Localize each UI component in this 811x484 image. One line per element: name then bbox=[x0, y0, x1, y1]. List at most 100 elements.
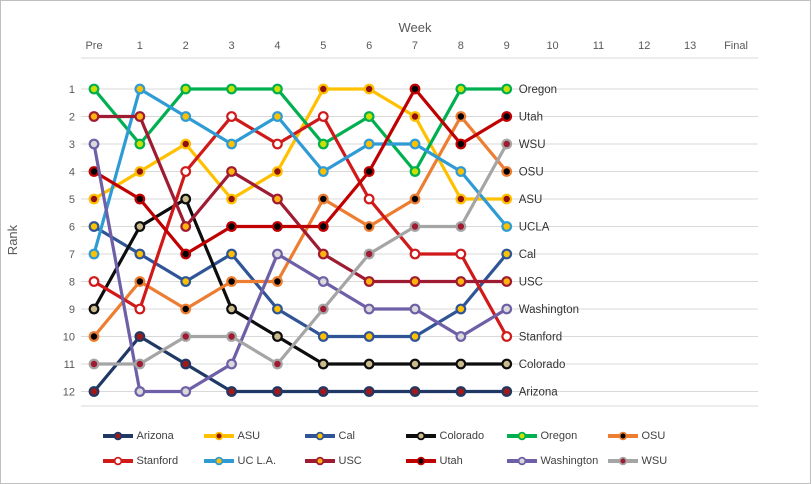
marker-stanford-1 bbox=[134, 303, 146, 315]
legend-label-ucla: UC L.A. bbox=[237, 455, 277, 467]
end-label-washington: Washington bbox=[519, 304, 579, 316]
marker-oregon-5 bbox=[317, 138, 329, 150]
marker-asu-2 bbox=[180, 138, 192, 150]
legend-label-washington: Washington bbox=[540, 455, 599, 467]
marker-stanford-7 bbox=[409, 248, 421, 260]
legend-item-washington: Washington bbox=[506, 450, 608, 472]
legend-label-oregon: Oregon bbox=[540, 430, 578, 442]
marker-osu-7 bbox=[409, 193, 421, 205]
rank-tick-5: 5 bbox=[69, 194, 75, 206]
marker-osu-3 bbox=[226, 276, 237, 287]
marker-usc-3 bbox=[226, 166, 237, 177]
week-tick-4: 4 bbox=[274, 40, 280, 52]
series-oregon bbox=[88, 83, 513, 177]
legend-item-asu: ASU bbox=[203, 425, 305, 447]
marker-ucla-9 bbox=[501, 221, 513, 232]
marker-cal-3 bbox=[226, 248, 237, 260]
marker-arizona-9 bbox=[501, 386, 513, 397]
rank-tick-1: 1 bbox=[69, 84, 75, 96]
marker-usc-4 bbox=[272, 193, 283, 205]
marker-cal-2 bbox=[180, 276, 192, 287]
rank-tick-2: 2 bbox=[69, 112, 75, 124]
marker-osu-9 bbox=[501, 166, 513, 177]
marker-asu-8 bbox=[455, 193, 467, 205]
legend-item-arizona: Arizona bbox=[102, 425, 204, 447]
marker-ucla-Pre bbox=[88, 248, 100, 260]
marker-usc-1 bbox=[134, 111, 146, 122]
week-tick-11: 11 bbox=[593, 40, 604, 52]
marker-washington-4 bbox=[272, 248, 283, 260]
week-tick-12: 12 bbox=[638, 40, 650, 52]
legend-item-ucla: UC L.A. bbox=[203, 450, 305, 472]
marker-washington-9 bbox=[501, 303, 513, 315]
marker-osu-6 bbox=[363, 221, 375, 232]
marker-utah-4 bbox=[272, 221, 283, 232]
marker-asu-7 bbox=[409, 111, 421, 122]
end-label-oregon: Oregon bbox=[519, 84, 557, 96]
marker-washington-3 bbox=[226, 358, 237, 370]
chart-legend: Arizona ASU Cal Colorado Oregon OSU Stanford UC… bbox=[1, 425, 810, 472]
legend-swatch-usc-icon bbox=[304, 456, 335, 466]
marker-ucla-1 bbox=[134, 83, 146, 95]
week-tick-Final: Final bbox=[724, 40, 748, 52]
marker-wsu-4 bbox=[272, 358, 283, 370]
marker-cal-4 bbox=[272, 303, 283, 315]
marker-usc-9 bbox=[501, 276, 513, 287]
marker-utah-8 bbox=[455, 138, 467, 150]
marker-cal-6 bbox=[363, 331, 375, 342]
legend-item-osu: OSU bbox=[607, 425, 709, 447]
marker-asu-Pre bbox=[88, 193, 100, 205]
legend-label-usc: USC bbox=[338, 455, 362, 467]
rank-tick-9: 9 bbox=[69, 304, 75, 316]
week-tick-9: 9 bbox=[504, 40, 510, 52]
marker-usc-6 bbox=[363, 276, 375, 287]
week-tick-5: 5 bbox=[320, 40, 326, 52]
marker-utah-6 bbox=[363, 166, 375, 177]
marker-stanford-3 bbox=[226, 111, 237, 122]
series-stanford bbox=[88, 111, 513, 342]
marker-wsu-9 bbox=[501, 138, 513, 150]
marker-usc-Pre bbox=[88, 111, 100, 122]
end-label-osu: OSU bbox=[519, 167, 544, 179]
legend-swatch-asu-icon bbox=[203, 431, 234, 441]
marker-utah-9 bbox=[501, 111, 513, 122]
marker-osu-1 bbox=[134, 276, 146, 287]
marker-colorado-2 bbox=[180, 193, 192, 205]
end-label-ucla: UCLA bbox=[519, 222, 550, 234]
legend-swatch-arizona-icon bbox=[102, 431, 133, 441]
legend-swatch-stanford-icon bbox=[102, 456, 133, 466]
legend-swatch-oregon-icon bbox=[506, 431, 537, 441]
marker-colorado-Pre bbox=[88, 303, 100, 315]
end-label-usc: USC bbox=[519, 277, 543, 289]
marker-colorado-8 bbox=[455, 358, 467, 370]
end-label-utah: Utah bbox=[519, 112, 543, 124]
marker-asu-3 bbox=[226, 193, 237, 205]
marker-osu-2 bbox=[180, 303, 192, 315]
legend-label-utah: Utah bbox=[439, 455, 463, 467]
marker-washington-2 bbox=[180, 386, 192, 397]
marker-ucla-8 bbox=[455, 166, 467, 177]
marker-cal-9 bbox=[501, 248, 513, 260]
marker-wsu-1 bbox=[134, 358, 146, 370]
legend-swatch-colorado-icon bbox=[405, 431, 436, 441]
marker-wsu-Pre bbox=[88, 358, 100, 370]
marker-wsu-5 bbox=[317, 303, 329, 315]
marker-oregon-3 bbox=[226, 83, 237, 95]
legend-item-wsu: WSU bbox=[607, 450, 709, 472]
marker-oregon-6 bbox=[363, 111, 375, 122]
marker-cal-7 bbox=[409, 331, 421, 342]
marker-stanford-Pre bbox=[88, 276, 100, 287]
marker-ucla-6 bbox=[363, 138, 375, 150]
marker-colorado-9 bbox=[501, 358, 513, 370]
marker-wsu-8 bbox=[455, 221, 467, 232]
legend-item-utah: Utah bbox=[405, 450, 507, 472]
legend-item-stanford: Stanford bbox=[102, 450, 204, 472]
marker-colorado-6 bbox=[363, 358, 375, 370]
marker-oregon-8 bbox=[455, 83, 467, 95]
marker-wsu-7 bbox=[409, 221, 421, 232]
rank-tick-12: 12 bbox=[63, 387, 75, 399]
rank-tick-7: 7 bbox=[69, 249, 75, 261]
series-end-labels: Arizona ASU Cal Colorado Oregon OSU Stanford UC… bbox=[519, 84, 579, 399]
